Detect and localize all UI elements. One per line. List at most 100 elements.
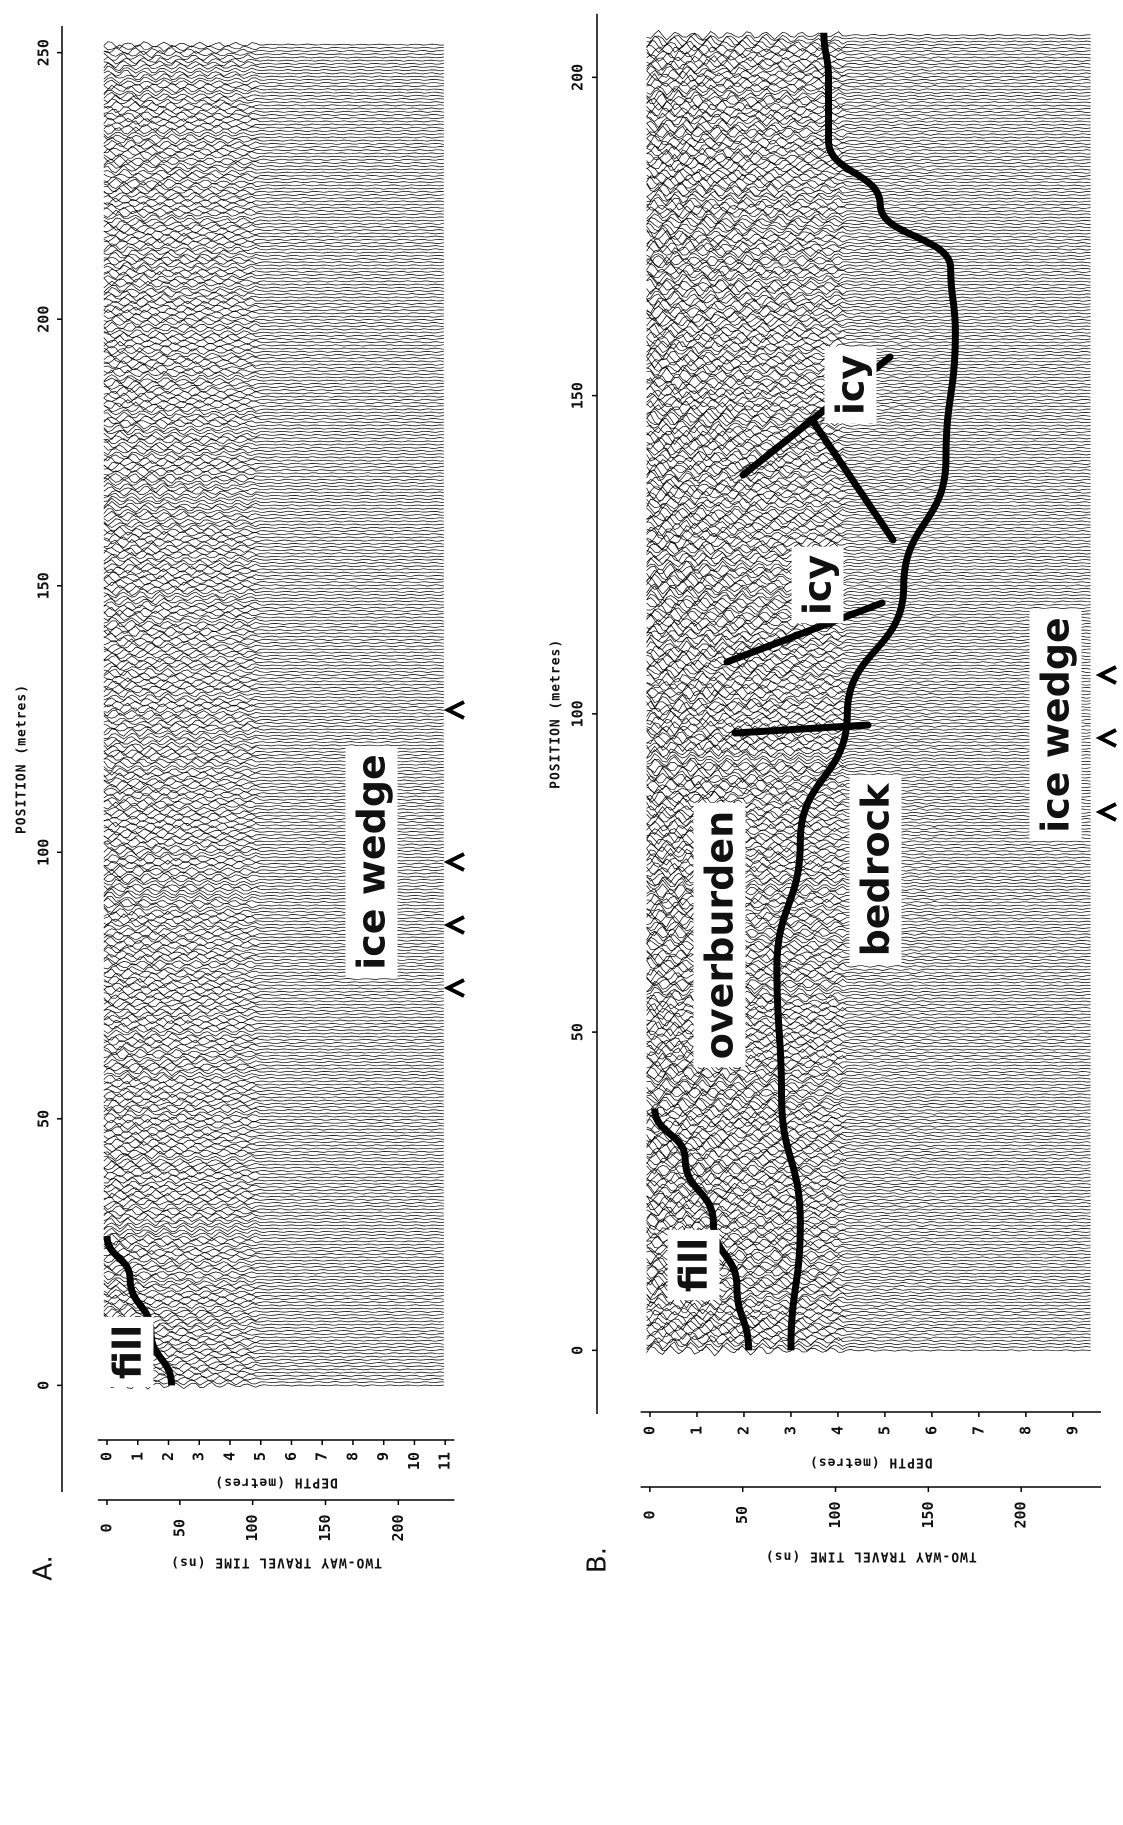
trace: [104, 202, 444, 208]
trace: [647, 301, 1091, 313]
x-tick-label: 50: [569, 1023, 587, 1041]
x-tick-label: 250: [35, 39, 53, 66]
trace: [104, 572, 444, 579]
arrow: [448, 980, 464, 996]
trace: [647, 622, 1091, 634]
trace: [104, 1193, 444, 1200]
y2-tick-label: 50: [170, 1519, 188, 1537]
annotation: fill: [672, 1238, 716, 1292]
x-axis-title: POSITION (metres): [15, 684, 30, 834]
trace: [104, 736, 444, 743]
trace: [104, 557, 444, 563]
y-tick-label: 8: [343, 1452, 361, 1461]
trace: [647, 282, 1091, 294]
trace: [104, 1053, 444, 1060]
trace: [104, 1098, 444, 1104]
trace: [104, 89, 444, 96]
trace: [104, 192, 444, 198]
trace: [104, 108, 444, 114]
trace: [104, 675, 444, 682]
trace: [104, 1011, 444, 1017]
trace: [104, 281, 444, 288]
trace: [104, 656, 444, 663]
trace: [104, 45, 444, 52]
y-tick-label: 4: [828, 1426, 846, 1435]
trace: [647, 1183, 1091, 1193]
trace: [104, 125, 444, 132]
trace: [104, 701, 444, 707]
trace: [104, 1327, 444, 1333]
trace: [104, 80, 444, 86]
trace: [647, 1152, 1091, 1164]
trace: [104, 118, 444, 124]
trace: [104, 1199, 444, 1207]
trace: [104, 710, 444, 717]
y2-tick-label: 200: [389, 1514, 407, 1541]
trace: [104, 678, 444, 685]
trace: [104, 1228, 444, 1235]
trace: [104, 1004, 444, 1011]
trace: [104, 723, 444, 730]
trace: [104, 733, 444, 739]
trace: [104, 511, 444, 518]
annotation: bedrock: [854, 783, 898, 957]
annotation: icy: [829, 355, 873, 416]
y2-tick-label: 50: [733, 1506, 751, 1524]
y2-tick-label: 150: [919, 1501, 937, 1528]
trace: [104, 1292, 444, 1298]
y-tick-label: 9: [374, 1452, 392, 1461]
trace: [104, 1318, 444, 1325]
x-tick-label: 150: [35, 572, 53, 599]
trace: [104, 294, 444, 301]
y-tick-label: 11: [436, 1452, 454, 1470]
trace: [104, 1299, 444, 1305]
trace: [104, 1130, 444, 1136]
trace: [104, 688, 444, 694]
trace: [647, 746, 1091, 758]
y-tick-label: 4: [220, 1452, 238, 1461]
trace: [104, 410, 444, 416]
trace: [647, 513, 1091, 524]
trace: [104, 1020, 444, 1026]
trace: [647, 251, 1091, 262]
y-tick-label: 3: [190, 1452, 208, 1461]
y-tick-label: 0: [98, 1452, 116, 1461]
trace: [647, 526, 1091, 537]
y-tick-label: 2: [159, 1452, 177, 1461]
panel-label: B.: [583, 1547, 613, 1573]
y-tick-label: 9: [1063, 1426, 1081, 1435]
x-tick-label: 0: [569, 1346, 587, 1355]
trace: [647, 1175, 1091, 1186]
trace: [104, 226, 444, 233]
trace: [104, 448, 444, 455]
trace: [104, 983, 444, 989]
trace: [647, 586, 1091, 598]
y-tick-label: 6: [282, 1452, 300, 1461]
trace: [104, 496, 444, 502]
y-tick-label: 2: [734, 1426, 752, 1435]
y-tick-label: 3: [781, 1426, 799, 1435]
trace: [104, 637, 444, 643]
trace: [104, 134, 444, 140]
x-tick-label: 200: [35, 306, 53, 333]
y-axis-title: DEPTH (metres): [809, 1455, 933, 1470]
trace: [647, 36, 1091, 47]
y2-tick-label: 200: [1012, 1501, 1030, 1528]
y2-tick-label: 100: [243, 1514, 261, 1541]
trace: [104, 1117, 444, 1123]
arrow: [448, 917, 464, 933]
y-tick-label: 5: [875, 1426, 893, 1435]
trace: [104, 1122, 444, 1130]
trace: [647, 1069, 1091, 1080]
trace: [104, 522, 444, 528]
y-tick-label: 5: [251, 1452, 269, 1461]
trace: [104, 243, 444, 251]
arrow: [448, 854, 464, 870]
panel-label: A.: [29, 1555, 59, 1581]
trace: [104, 169, 444, 176]
arrow: [1100, 730, 1116, 746]
trace: [104, 438, 444, 445]
y-tick-label: 7: [313, 1452, 331, 1461]
trace: [104, 1210, 444, 1217]
trace: [104, 121, 444, 128]
